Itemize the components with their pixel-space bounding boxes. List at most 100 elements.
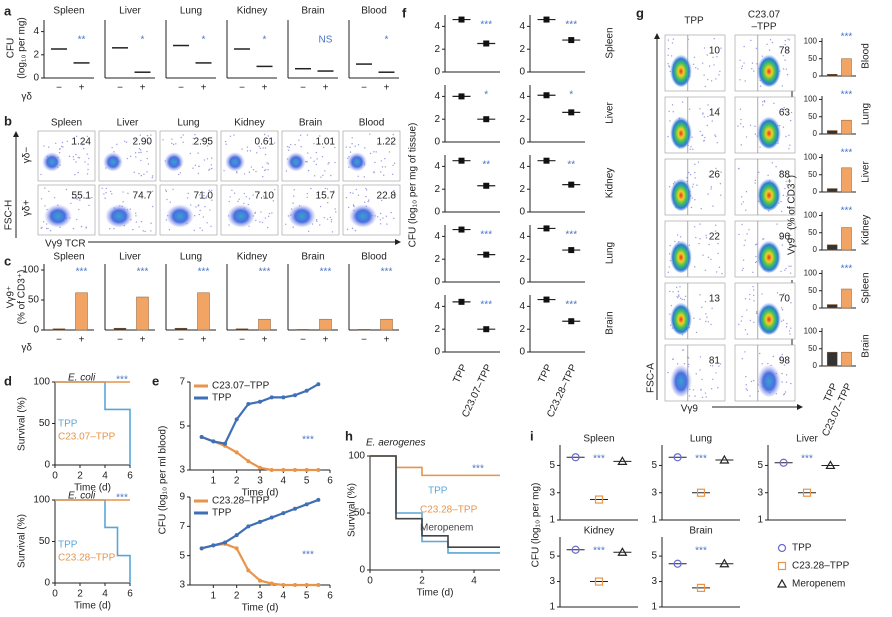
event-dot — [319, 205, 322, 208]
event-dot — [710, 258, 712, 261]
event-dot — [367, 200, 369, 203]
event-dot — [742, 126, 744, 128]
event-dot — [756, 63, 758, 65]
bar — [113, 327, 127, 331]
event-dot — [328, 162, 330, 164]
event-dot — [690, 146, 692, 148]
event-dot — [135, 221, 138, 223]
event-dot — [148, 142, 150, 144]
event-dot — [785, 68, 787, 70]
event-dot — [263, 169, 266, 172]
event-dot — [233, 192, 236, 194]
x-tick-label: 6 — [327, 476, 333, 487]
annotation: * — [385, 35, 389, 46]
panel-label: i — [530, 428, 534, 443]
annotation: *** — [472, 464, 484, 475]
event-dot — [697, 68, 699, 70]
event-dot — [713, 64, 715, 66]
event-dot — [267, 140, 269, 142]
x-tick-label: + — [201, 83, 207, 94]
event-dot — [256, 152, 258, 154]
event-dot — [703, 74, 705, 76]
x-tick-label: 2 — [234, 591, 240, 602]
axis-label: (log₁₀ per mg) — [17, 17, 28, 78]
event-dot — [743, 62, 745, 64]
row-label: Liver — [861, 160, 872, 182]
event-dot — [668, 266, 671, 268]
event-dot — [694, 395, 696, 397]
event-dot — [315, 219, 318, 221]
event-dot — [679, 286, 681, 288]
data-point — [802, 488, 812, 497]
event-dot — [113, 227, 115, 230]
event-dot — [745, 136, 748, 138]
annotation: *** — [565, 20, 577, 31]
y-tick-label: 4 — [33, 26, 39, 37]
event-dot — [758, 171, 760, 174]
event-dot — [719, 182, 722, 185]
event-dot — [330, 221, 333, 223]
event-dot — [122, 201, 124, 203]
bar — [826, 130, 838, 135]
event-dot — [767, 174, 769, 177]
annotation: *** — [841, 90, 853, 101]
annotation: * — [202, 35, 206, 46]
event-dot — [699, 238, 701, 240]
data-point — [458, 157, 465, 164]
event-dot — [266, 162, 268, 164]
event-dot — [125, 141, 128, 143]
event-dot — [715, 271, 718, 273]
event-dot — [705, 396, 707, 398]
gate-value: 74.7 — [133, 191, 153, 202]
data-point — [304, 502, 309, 507]
event-dot — [72, 193, 74, 196]
event-dot — [258, 192, 260, 195]
event-dot — [263, 133, 266, 136]
axis-label: Survival (%) — [17, 397, 28, 451]
event-dot — [772, 355, 775, 358]
event-dot — [357, 175, 359, 177]
data-point — [568, 318, 575, 325]
y-tick-label: 0 — [434, 67, 440, 78]
legend-label: TPP — [58, 419, 78, 430]
bar — [235, 328, 249, 331]
event-dot — [707, 256, 710, 259]
event-dot — [781, 381, 783, 383]
y-tick-label: 50 — [354, 508, 366, 519]
event-dot — [323, 146, 325, 149]
data-point — [234, 450, 239, 455]
event-dot — [45, 223, 48, 225]
bar — [841, 288, 852, 309]
panel-label: c — [4, 253, 11, 268]
event-dot — [146, 171, 148, 173]
event-dot — [319, 224, 321, 226]
density-blob — [670, 114, 692, 149]
event-dot — [708, 65, 711, 67]
data-point — [223, 441, 227, 446]
event-dot — [373, 151, 375, 153]
event-dot — [748, 229, 750, 231]
density-blob — [757, 176, 781, 211]
event-dot — [286, 145, 289, 148]
event-dot — [712, 378, 714, 380]
event-dot — [352, 192, 354, 194]
event-dot — [696, 184, 698, 186]
event-dot — [775, 166, 777, 168]
event-dot — [692, 389, 695, 391]
y-tick-label: 0 — [434, 277, 440, 288]
event-dot — [293, 189, 295, 191]
event-dot — [751, 62, 754, 64]
data-point — [719, 454, 730, 464]
gate-value: 1.01 — [316, 137, 336, 148]
x-tick-label: 2 — [77, 589, 83, 600]
event-dot — [741, 67, 743, 70]
event-dot — [127, 192, 129, 195]
legend-label: C23.07–TPP — [58, 432, 116, 443]
event-dot — [363, 176, 365, 178]
gate-value: 70 — [779, 294, 791, 305]
x-tick-label: 0 — [52, 589, 58, 600]
event-dot — [681, 298, 683, 301]
subtitle: E. coli — [68, 373, 96, 384]
event-dot — [377, 216, 379, 218]
annotation: *** — [302, 435, 314, 446]
